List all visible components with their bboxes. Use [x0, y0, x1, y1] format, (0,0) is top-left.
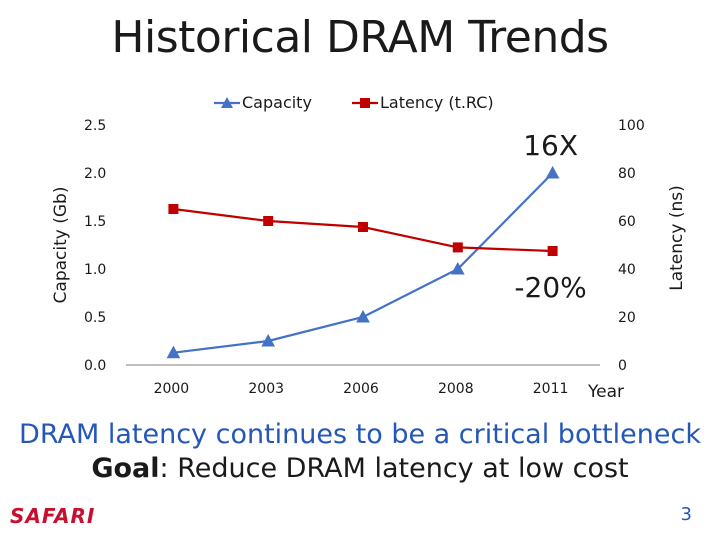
legend-label-0: Capacity [242, 93, 312, 112]
latency-point [452, 242, 463, 253]
latency-point [547, 246, 558, 256]
latency-point [358, 222, 368, 232]
legend-label-1: Latency (t.RC) [380, 93, 494, 112]
x-tick-label: 2006 [343, 381, 379, 397]
annotation-latency: -20% [514, 271, 586, 304]
goal-text: : Reduce DRAM latency at low cost [159, 453, 629, 484]
capacity-point [356, 309, 370, 323]
caption-line-2: Goal: Reduce DRAM latency at low cost [0, 452, 720, 486]
slide-title: Historical DRAM Trends [111, 12, 609, 63]
series-layer [166, 165, 560, 359]
y-left-tick-label: 0.5 [84, 310, 106, 326]
y-left-tick-label: 1.0 [84, 262, 106, 278]
y-axis-right-label: Latency (ns) [667, 185, 687, 291]
y-left-tick-label: 2.0 [84, 166, 106, 182]
y-left-tick-label: 1.5 [84, 214, 106, 230]
slide-caption: DRAM latency continues to be a critical … [0, 418, 720, 486]
y-left-tick-label: 0.0 [84, 358, 106, 374]
x-tick-label: 2000 [154, 381, 190, 397]
annotations: 16X -20% [514, 129, 586, 304]
y-right-tick-label: 60 [618, 214, 636, 230]
x-axis-ticks: 2000 2003 2006 2008 2011 [154, 381, 569, 397]
y-right-tick-label: 40 [618, 262, 636, 278]
legend-marker-triangle [221, 97, 233, 108]
safari-logo: SAFARI [10, 504, 96, 528]
y-right-tick-label: 0 [618, 358, 627, 374]
x-axis-label: Year [587, 382, 624, 402]
x-tick-label: 2008 [438, 381, 474, 397]
x-tick-label: 2003 [248, 381, 284, 397]
y-right-tick-label: 20 [618, 310, 636, 326]
y-right-tick-label: 80 [618, 166, 636, 182]
y-axis-left-label: Capacity (Gb) [51, 187, 71, 304]
capacity-point [166, 345, 181, 359]
caption-line-1: DRAM latency continues to be a critical … [19, 419, 701, 450]
page-number: 3 [680, 504, 692, 525]
series-line-0 [173, 172, 554, 354]
capacity-point [261, 333, 276, 347]
latency-point [263, 216, 274, 226]
capacity-point [450, 261, 465, 275]
chart-legend: Capacity Latency (t.RC) [214, 93, 494, 112]
latency-point [168, 204, 179, 214]
annotation-capacity: 16X [523, 129, 578, 162]
y-right-tick-label: 100 [618, 118, 645, 134]
x-tick-label: 2011 [533, 381, 569, 397]
y-left-tick-label: 2.5 [84, 118, 106, 134]
goal-label: Goal [91, 453, 160, 484]
capacity-point [545, 165, 560, 179]
y-axis-right-ticks: 0 20 40 60 80 100 [618, 118, 645, 374]
y-axis-left-ticks: 0.0 0.5 1.0 1.5 2.0 2.5 [84, 118, 106, 374]
legend-marker-square [360, 98, 370, 108]
